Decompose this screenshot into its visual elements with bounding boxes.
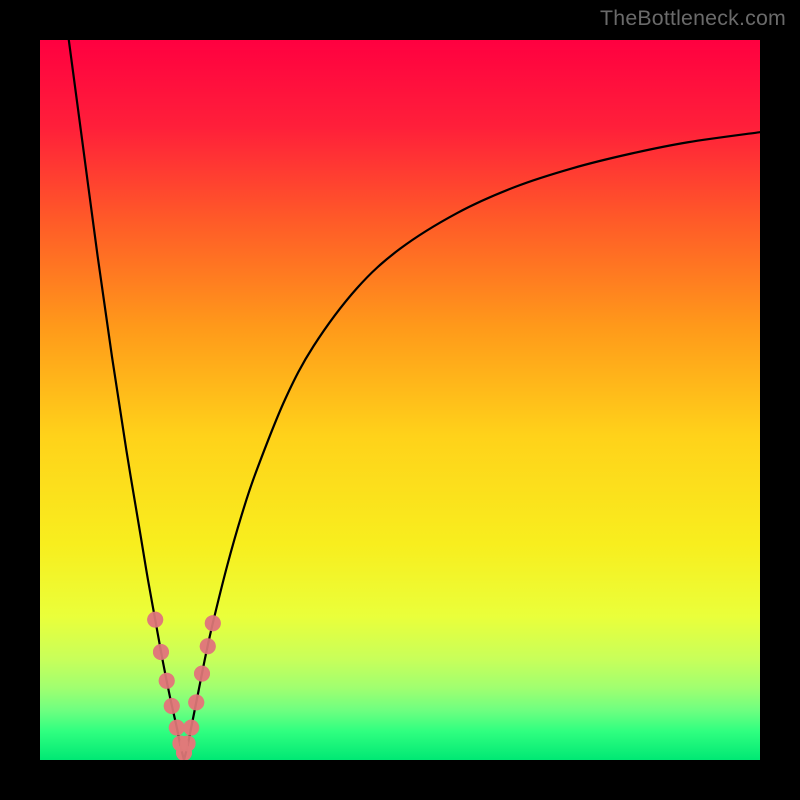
marker-dot (194, 666, 210, 682)
marker-dot (147, 612, 163, 628)
marker-dot (180, 735, 196, 751)
marker-dot (159, 673, 175, 689)
marker-dot (153, 644, 169, 660)
marker-dot (183, 720, 199, 736)
marker-dot (188, 694, 204, 710)
marker-dot (200, 638, 216, 654)
marker-dot (205, 615, 221, 631)
watermark-text: TheBottleneck.com (600, 6, 786, 31)
marker-dot (164, 698, 180, 714)
marker-dot (169, 720, 185, 736)
chart-frame: TheBottleneck.com (0, 0, 800, 800)
bottleneck-chart (0, 0, 800, 800)
